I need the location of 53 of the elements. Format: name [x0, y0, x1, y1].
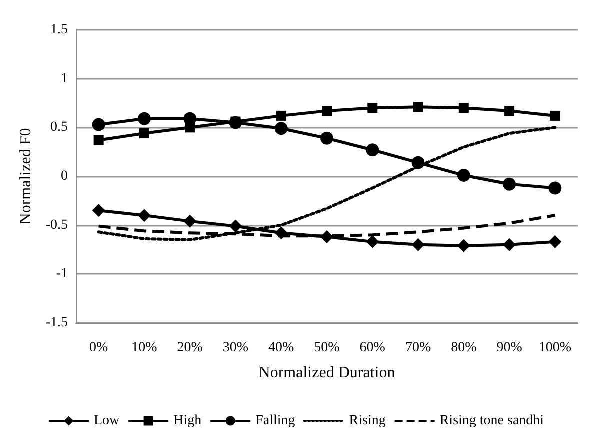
- point: [457, 169, 470, 182]
- point: [92, 204, 106, 218]
- y-axis-title: Normalized F0: [18, 128, 34, 225]
- x-axis-title: Normalized Duration: [258, 364, 396, 382]
- x-tick-label: 0%: [89, 340, 108, 356]
- point: [184, 214, 197, 228]
- legend-label: Rising: [349, 414, 386, 428]
- x-tick-label: 10%: [132, 340, 158, 356]
- x-tick-label: 80%: [451, 340, 478, 356]
- point: [504, 106, 515, 116]
- point: [94, 135, 104, 146]
- point: [548, 182, 562, 195]
- y-tick-label: 1: [61, 71, 68, 86]
- point: [457, 239, 470, 252]
- point: [503, 238, 516, 252]
- x-tick-label: 30%: [222, 340, 249, 356]
- point: [413, 102, 424, 112]
- point: [412, 238, 425, 252]
- x-tick-label: 100%: [538, 340, 572, 356]
- y-tick-label: 0: [61, 169, 68, 184]
- point: [138, 112, 151, 126]
- legend-label: Low: [94, 414, 120, 428]
- point: [274, 122, 288, 136]
- point: [366, 235, 380, 248]
- point: [276, 110, 286, 121]
- y-tick-label: -0.5: [46, 218, 68, 233]
- point: [366, 144, 380, 157]
- y-tick-label: 1.5: [50, 22, 68, 38]
- x-tick-label: 50%: [314, 340, 340, 356]
- x-tick-label: 40%: [268, 340, 295, 356]
- point: [550, 110, 560, 121]
- y-tick-label: 0.5: [50, 120, 68, 136]
- point: [322, 106, 332, 116]
- y-tick-label: -1: [56, 266, 68, 282]
- point: [139, 128, 150, 139]
- point: [368, 103, 378, 114]
- point: [185, 122, 196, 133]
- y-tick-label: -1.5: [46, 316, 68, 330]
- point: [503, 178, 516, 191]
- x-tick-label: 20%: [177, 340, 204, 356]
- x-tick-label: 60%: [360, 340, 386, 356]
- point: [230, 116, 241, 127]
- x-tick-label: 70%: [405, 340, 432, 356]
- point: [458, 103, 469, 114]
- legend-label: Rising tone sandhi: [440, 414, 544, 428]
- point: [92, 118, 106, 132]
- legend-label: High: [174, 414, 202, 428]
- point: [320, 132, 334, 145]
- point: [138, 209, 151, 222]
- point: [548, 235, 562, 248]
- x-tick-label: 90%: [496, 340, 523, 356]
- legend-label: Falling: [256, 414, 296, 428]
- point: [229, 220, 242, 233]
